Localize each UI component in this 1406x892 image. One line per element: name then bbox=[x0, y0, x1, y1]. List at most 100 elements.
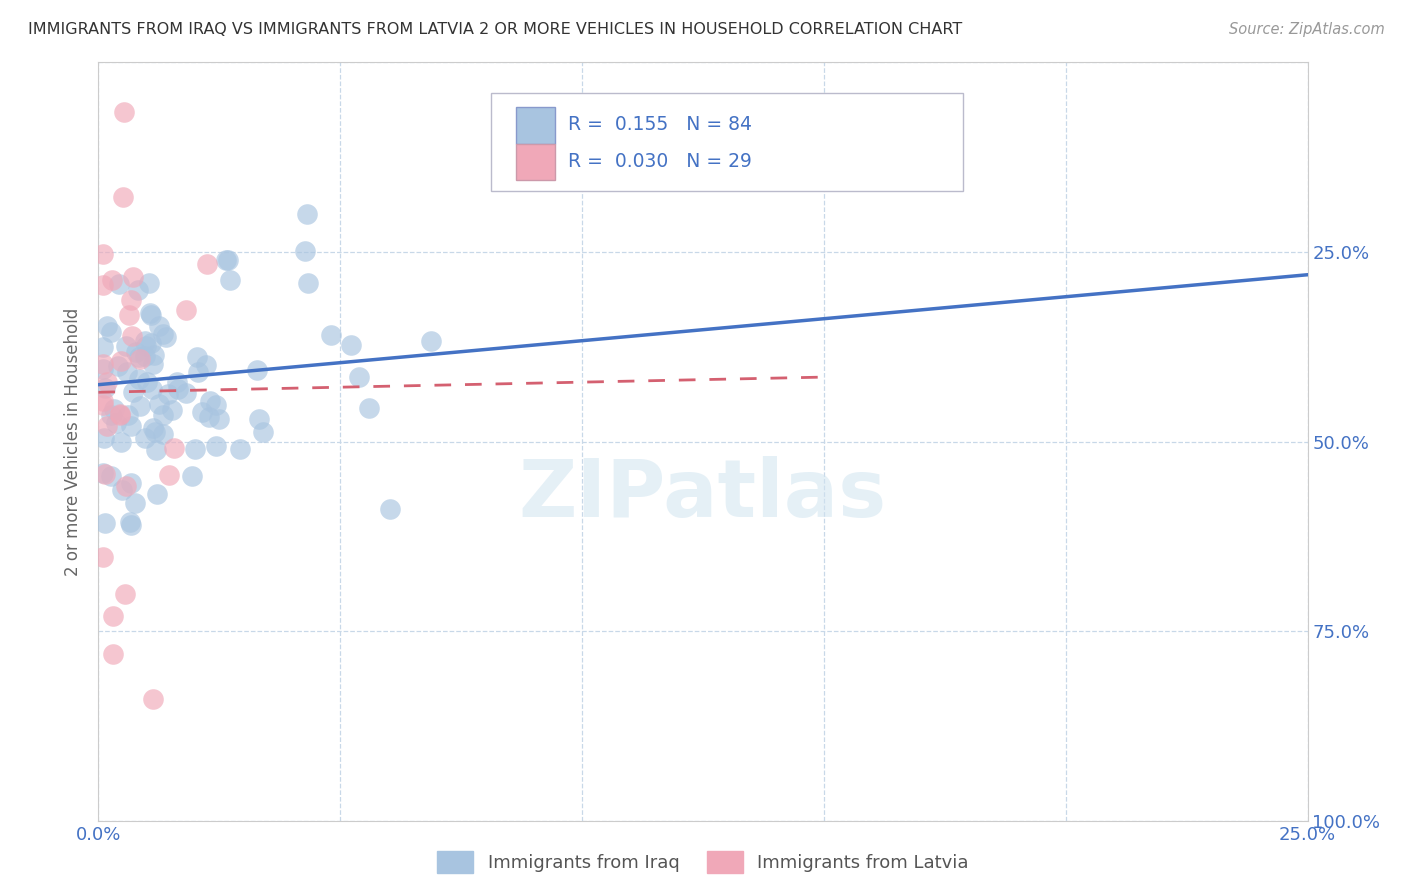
Point bbox=[127, 283, 149, 297]
Point bbox=[294, 244, 316, 258]
Point bbox=[114, 587, 136, 601]
Point bbox=[138, 276, 160, 290]
Point bbox=[297, 276, 319, 290]
Text: ZIPatlas: ZIPatlas bbox=[519, 456, 887, 533]
Point bbox=[115, 365, 138, 379]
Point bbox=[246, 363, 269, 377]
Text: R =  0.030   N = 29: R = 0.030 N = 29 bbox=[568, 152, 751, 170]
Text: R =  0.155   N = 84: R = 0.155 N = 84 bbox=[568, 115, 752, 134]
Point bbox=[94, 380, 117, 394]
Point bbox=[195, 359, 218, 373]
Point bbox=[117, 408, 139, 422]
Point bbox=[120, 475, 142, 490]
Point bbox=[96, 375, 118, 389]
Point bbox=[139, 335, 162, 350]
Point bbox=[157, 467, 180, 482]
Point bbox=[180, 469, 202, 483]
Point bbox=[125, 344, 148, 359]
Point bbox=[380, 502, 402, 516]
Point bbox=[93, 398, 115, 412]
Point bbox=[103, 401, 125, 416]
Y-axis label: 2 or more Vehicles in Household: 2 or more Vehicles in Household bbox=[65, 308, 83, 575]
Point bbox=[128, 352, 150, 367]
Point bbox=[340, 338, 363, 352]
Text: Source: ZipAtlas.com: Source: ZipAtlas.com bbox=[1229, 22, 1385, 37]
Point bbox=[143, 425, 166, 439]
Point bbox=[91, 278, 114, 293]
Point bbox=[91, 357, 114, 371]
Point bbox=[91, 467, 114, 481]
Point bbox=[183, 442, 205, 457]
Point bbox=[128, 350, 150, 364]
Point bbox=[252, 425, 274, 439]
Point bbox=[100, 325, 122, 339]
Point bbox=[359, 401, 381, 415]
Point bbox=[134, 431, 156, 445]
Point bbox=[145, 442, 167, 457]
Point bbox=[120, 518, 142, 533]
Point bbox=[174, 302, 197, 317]
Point bbox=[128, 372, 150, 386]
Point bbox=[349, 370, 371, 384]
Point bbox=[152, 408, 174, 422]
Point bbox=[142, 357, 165, 371]
Point bbox=[91, 340, 114, 354]
Point bbox=[96, 419, 118, 434]
Point bbox=[152, 326, 174, 341]
Point bbox=[110, 407, 132, 421]
Legend: Immigrants from Iraq, Immigrants from Latvia: Immigrants from Iraq, Immigrants from La… bbox=[430, 843, 976, 880]
Point bbox=[148, 318, 170, 333]
Point bbox=[148, 397, 170, 411]
Point bbox=[139, 308, 162, 322]
Point bbox=[91, 393, 114, 408]
Point bbox=[91, 247, 114, 261]
Point bbox=[195, 257, 218, 271]
Point bbox=[215, 253, 238, 268]
Point bbox=[205, 398, 228, 412]
FancyBboxPatch shape bbox=[492, 93, 963, 191]
Point bbox=[162, 442, 184, 456]
Point bbox=[122, 269, 145, 284]
Point bbox=[141, 383, 163, 397]
Point bbox=[129, 399, 152, 413]
Point bbox=[191, 405, 214, 419]
Point bbox=[103, 647, 125, 661]
Point bbox=[229, 442, 252, 457]
Point bbox=[198, 409, 221, 424]
Point bbox=[108, 277, 131, 291]
Point bbox=[100, 468, 122, 483]
Point bbox=[94, 467, 117, 481]
Text: IMMIGRANTS FROM IRAQ VS IMMIGRANTS FROM LATVIA 2 OR MORE VEHICLES IN HOUSEHOLD C: IMMIGRANTS FROM IRAQ VS IMMIGRANTS FROM … bbox=[28, 22, 962, 37]
Point bbox=[91, 362, 114, 376]
Point bbox=[91, 550, 114, 565]
Point bbox=[134, 334, 156, 349]
Point bbox=[155, 330, 177, 344]
Point bbox=[121, 328, 143, 343]
Point bbox=[100, 408, 122, 422]
Bar bbox=[516, 144, 555, 180]
Point bbox=[143, 348, 166, 362]
Point bbox=[156, 386, 179, 401]
Point bbox=[101, 608, 124, 623]
Point bbox=[111, 483, 134, 497]
Point bbox=[117, 308, 139, 322]
Point bbox=[217, 253, 239, 268]
Point bbox=[112, 104, 135, 119]
Point bbox=[167, 383, 190, 397]
Point bbox=[321, 327, 343, 342]
Point bbox=[120, 293, 142, 307]
Point bbox=[146, 487, 169, 501]
Point bbox=[152, 427, 174, 442]
Point bbox=[96, 318, 118, 333]
Point bbox=[166, 376, 188, 390]
Point bbox=[101, 273, 124, 287]
Point bbox=[107, 359, 129, 373]
Point bbox=[162, 402, 184, 417]
Point bbox=[118, 516, 141, 530]
Point bbox=[135, 338, 157, 352]
Point bbox=[120, 419, 142, 434]
Point bbox=[200, 393, 222, 408]
Point bbox=[93, 431, 115, 445]
Point bbox=[114, 339, 136, 353]
Point bbox=[174, 386, 197, 401]
